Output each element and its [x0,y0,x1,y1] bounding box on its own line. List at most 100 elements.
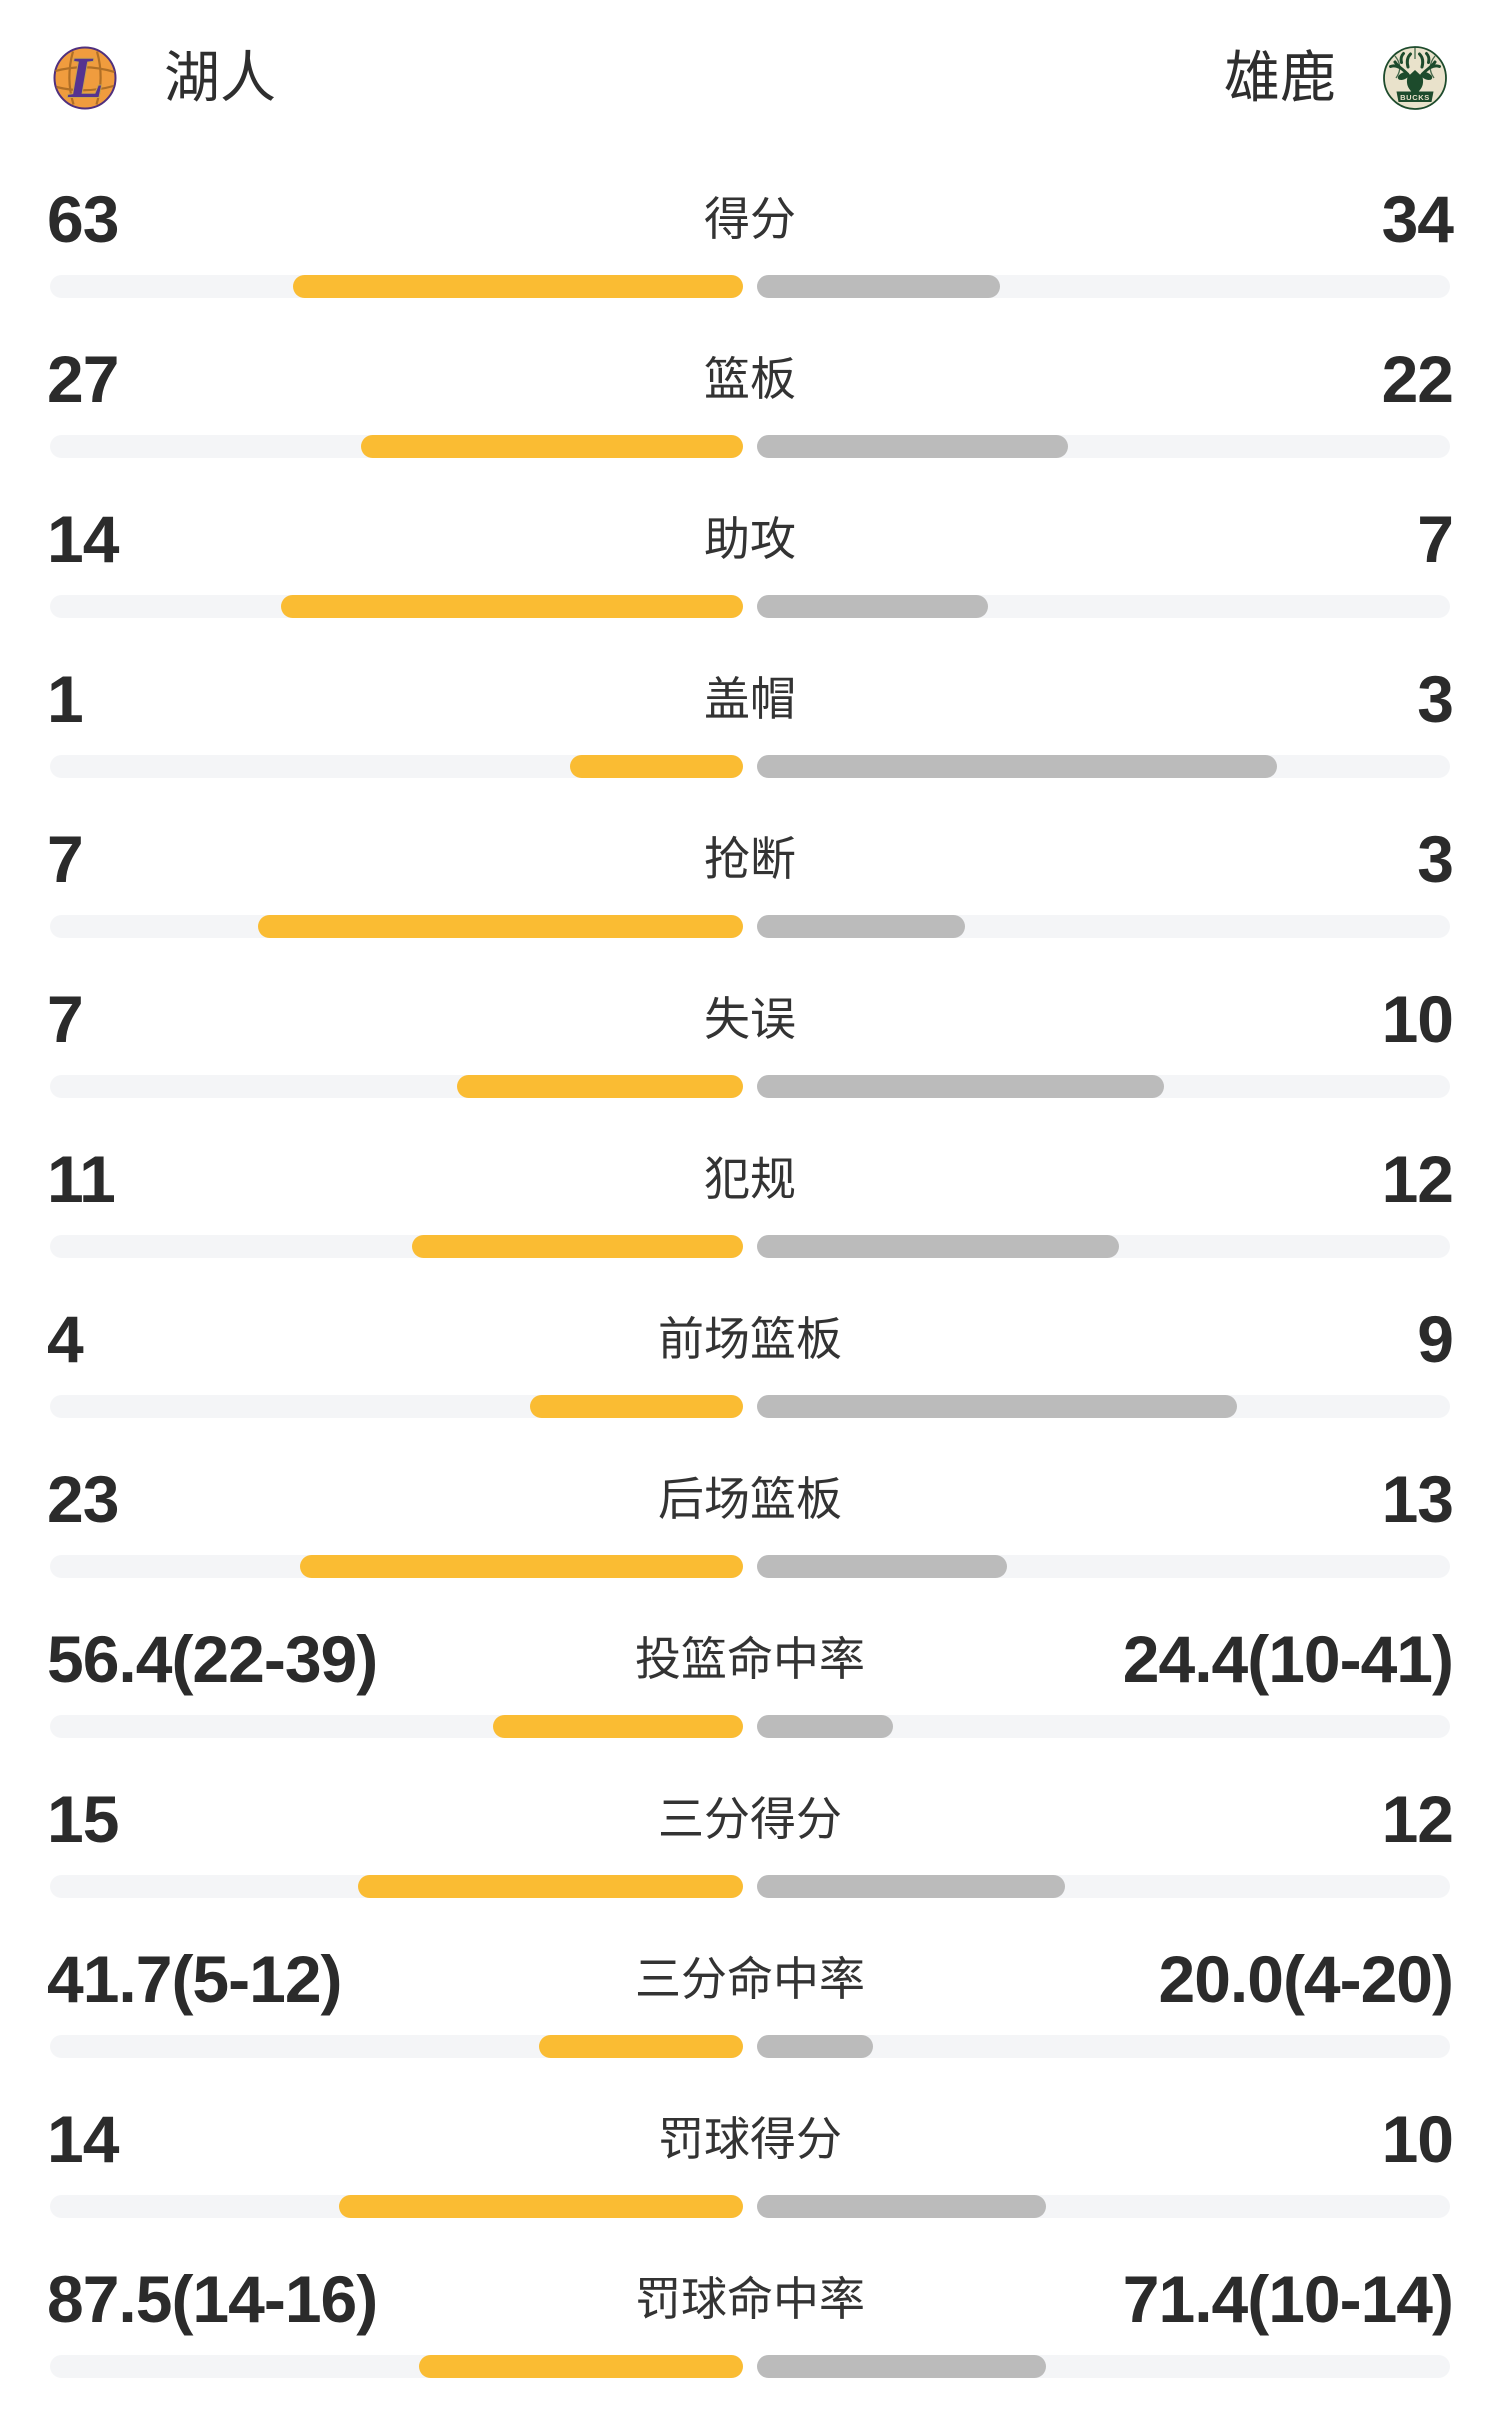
stat-label: 助攻 [704,513,796,565]
bar-track-away [757,595,1450,618]
stat-label: 犯规 [704,1153,796,1205]
stat-label: 投篮命中率 [635,1633,865,1685]
stat-value-away: 9 [1417,1302,1454,1376]
bar-fill-home [419,2355,743,2378]
bar-track-home [50,275,743,298]
stat-row: 14 助攻 7 [0,500,1500,660]
bar-track-away [757,1075,1450,1098]
stat-value-home: 11 [47,1142,116,1216]
bar-fill-away [757,2035,873,2058]
bar-fill-home [539,2035,743,2058]
stat-label: 篮板 [704,353,796,405]
bar-fill-home [293,275,743,298]
stat-label: 盖帽 [704,673,796,725]
bar-track-away [757,755,1450,778]
stat-bar [50,1875,1450,1898]
bar-fill-home [300,1555,743,1578]
stat-row: 7 抢断 3 [0,820,1500,980]
bar-track-away [757,2195,1450,2218]
stat-value-away: 7 [1417,502,1454,576]
bar-track-away [757,2355,1450,2378]
stat-value-home: 7 [47,982,84,1056]
bar-track-away [757,915,1450,938]
bar-fill-away [757,435,1068,458]
stat-label: 前场篮板 [658,1313,842,1365]
stat-value-away: 12 [1381,1142,1454,1216]
bar-fill-away [757,915,965,938]
stat-value-home: 56.4(22-39) [47,1622,378,1696]
bar-track-home [50,435,743,458]
bucks-logo-badge: BUCKS [1400,93,1430,102]
stat-value-home: 23 [47,1462,119,1536]
stat-bar [50,1075,1450,1098]
stat-value-away: 12 [1381,1782,1454,1856]
bar-track-home [50,2195,743,2218]
stat-value-home: 27 [47,342,119,416]
stat-value-away: 10 [1381,982,1454,1056]
bar-track-away [757,1555,1450,1578]
stat-bar [50,1235,1450,1258]
bar-fill-away [757,1235,1119,1258]
stat-value-away: 13 [1381,1462,1454,1536]
away-team-name: 雄鹿 [1224,46,1336,109]
home-team-name: 湖人 [164,46,276,109]
stat-label: 后场篮板 [658,1473,842,1525]
stat-value-away: 34 [1381,182,1454,256]
bar-fill-home [493,1715,743,1738]
bar-fill-away [757,1715,893,1738]
stat-row: 41.7(5-12) 三分命中率 20.0(4-20) [0,1940,1500,2100]
bar-fill-away [757,1555,1007,1578]
stat-label: 罚球命中率 [635,2273,865,2325]
bar-track-away [757,1235,1450,1258]
bar-fill-home [457,1075,743,1098]
bar-fill-home [281,595,743,618]
bar-track-home [50,1555,743,1578]
stat-bar [50,1395,1450,1418]
bar-track-home [50,915,743,938]
bar-fill-away [757,1875,1065,1898]
bar-track-home [50,1395,743,1418]
stat-bar [50,915,1450,938]
stat-value-home: 87.5(14-16) [47,2262,378,2336]
stat-bar [50,1715,1450,1738]
stat-value-away: 22 [1381,342,1454,416]
stat-bar [50,2355,1450,2378]
bar-fill-away [757,2195,1046,2218]
stat-label: 罚球得分 [658,2113,842,2165]
bar-fill-home [358,1875,743,1898]
stat-label: 抢断 [704,833,796,885]
bar-track-away [757,1715,1450,1738]
stat-row: 7 失误 10 [0,980,1500,1140]
stat-row: 11 犯规 12 [0,1140,1500,1300]
stat-bar [50,595,1450,618]
stat-row: 14 罚球得分 10 [0,2100,1500,2260]
stat-bar [50,2035,1450,2058]
stat-bar [50,1555,1450,1578]
stat-bar [50,275,1450,298]
stat-bar [50,435,1450,458]
bar-track-home [50,1235,743,1258]
bar-fill-away [757,1075,1164,1098]
bar-fill-home [258,915,743,938]
stat-row: 4 前场篮板 9 [0,1300,1500,1460]
bar-fill-away [757,1395,1237,1418]
lakers-logo-icon: L [53,44,117,111]
stat-label: 失误 [704,993,796,1045]
bar-track-away [757,1875,1450,1898]
bar-track-home [50,595,743,618]
lakers-logo-letter: L [67,45,103,110]
stat-row: 1 盖帽 3 [0,660,1500,820]
stats-list: 63 得分 34 27 篮板 22 14 助攻 7 [0,180,1500,2420]
stat-value-away: 20.0(4-20) [1158,1942,1454,2016]
stat-value-away: 3 [1417,662,1454,736]
stat-value-home: 14 [47,502,119,576]
bar-fill-away [757,755,1277,778]
bar-track-home [50,755,743,778]
bar-track-home [50,1715,743,1738]
stat-value-home: 7 [47,822,84,896]
stat-label: 三分命中率 [635,1953,865,2005]
bar-fill-home [570,755,743,778]
bar-track-home [50,1075,743,1098]
match-stats-header: L 湖人 雄鹿 BUCKS [0,44,1500,111]
stat-value-home: 4 [47,1302,84,1376]
